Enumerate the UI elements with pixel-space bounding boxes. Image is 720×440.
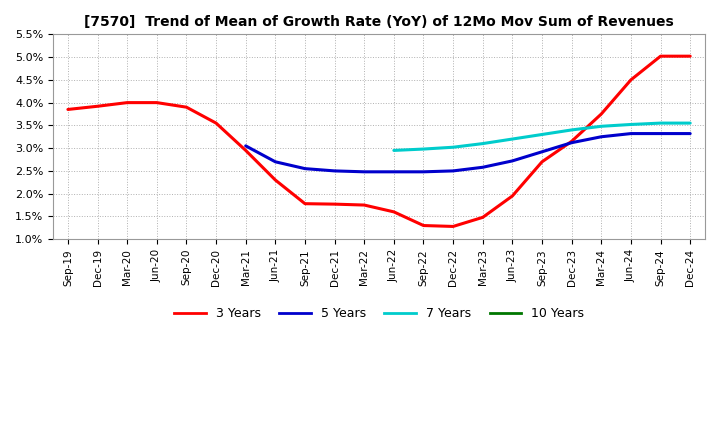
7 Years (449, 145, 457, 150)
3 Years (479, 215, 487, 220)
5 Years (390, 169, 398, 174)
5 Years (479, 165, 487, 170)
Legend: 3 Years, 5 Years, 7 Years, 10 Years: 3 Years, 5 Years, 7 Years, 10 Years (169, 302, 589, 325)
3 Years (419, 223, 428, 228)
Line: 5 Years: 5 Years (246, 134, 690, 172)
3 Years (360, 202, 369, 208)
7 Years (686, 121, 695, 126)
3 Years (212, 121, 220, 126)
5 Years (686, 131, 695, 136)
3 Years (567, 139, 576, 144)
5 Years (449, 168, 457, 173)
3 Years (626, 77, 635, 82)
7 Years (419, 147, 428, 152)
Line: 3 Years: 3 Years (68, 56, 690, 227)
5 Years (419, 169, 428, 174)
7 Years (656, 121, 665, 126)
5 Years (301, 166, 310, 171)
5 Years (330, 168, 339, 173)
Title: [7570]  Trend of Mean of Growth Rate (YoY) of 12Mo Mov Sum of Revenues: [7570] Trend of Mean of Growth Rate (YoY… (84, 15, 674, 29)
7 Years (508, 136, 517, 142)
3 Years (390, 209, 398, 215)
7 Years (390, 148, 398, 153)
3 Years (123, 100, 132, 105)
3 Years (508, 193, 517, 198)
3 Years (241, 148, 250, 153)
3 Years (153, 100, 161, 105)
7 Years (479, 141, 487, 146)
5 Years (656, 131, 665, 136)
Line: 7 Years: 7 Years (394, 123, 690, 150)
3 Years (63, 107, 72, 112)
5 Years (538, 149, 546, 154)
3 Years (271, 177, 279, 183)
5 Years (567, 140, 576, 145)
3 Years (93, 104, 102, 109)
7 Years (626, 122, 635, 127)
3 Years (686, 54, 695, 59)
5 Years (271, 159, 279, 165)
5 Years (626, 131, 635, 136)
7 Years (538, 132, 546, 137)
7 Years (597, 124, 606, 129)
3 Years (182, 105, 191, 110)
3 Years (449, 224, 457, 229)
5 Years (597, 134, 606, 139)
3 Years (538, 159, 546, 165)
7 Years (567, 127, 576, 132)
3 Years (597, 111, 606, 117)
5 Years (508, 158, 517, 164)
3 Years (656, 54, 665, 59)
5 Years (241, 143, 250, 149)
3 Years (330, 202, 339, 207)
3 Years (301, 201, 310, 206)
5 Years (360, 169, 369, 174)
